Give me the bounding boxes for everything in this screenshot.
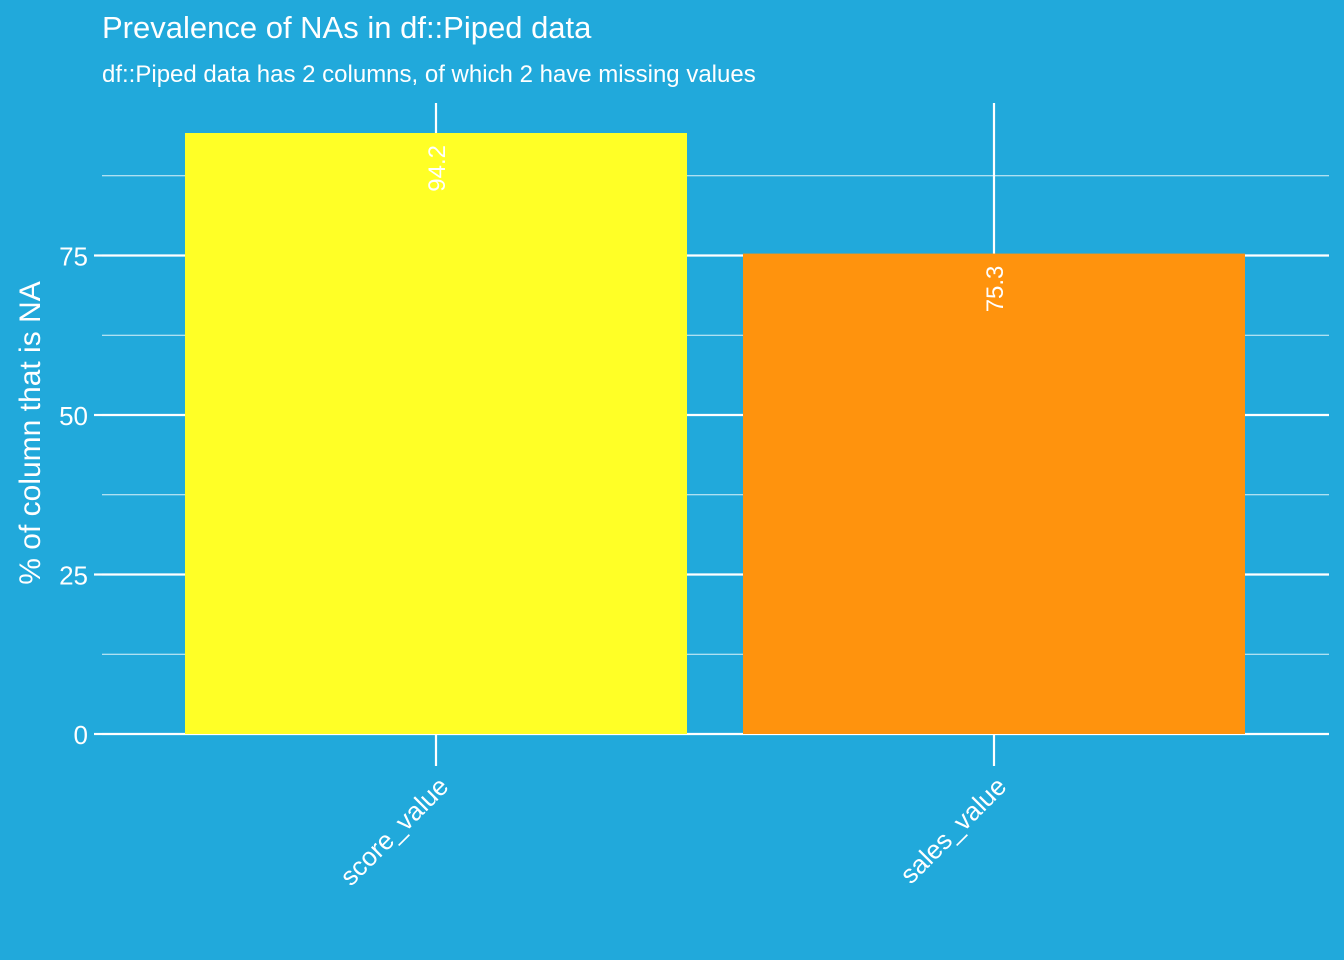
y-axis-label: % of column that is NA — [14, 281, 47, 584]
y-tick-label: 0 — [74, 720, 88, 750]
chart-subtitle: df::Piped data has 2 columns, of which 2… — [102, 61, 756, 88]
bar-layer — [185, 133, 1245, 734]
bar-sales_value — [743, 253, 1245, 734]
chart-title: Prevalence of NAs in df::Piped data — [102, 10, 592, 45]
data-label: 94.2 — [424, 145, 451, 192]
data-label: 75.3 — [982, 266, 1009, 313]
label-layer: 94.2 75.3 — [424, 145, 1009, 312]
y-tick-label: 25 — [59, 561, 88, 591]
bar-score_value — [185, 133, 687, 734]
y-tick-label: 50 — [59, 401, 88, 431]
y-tick-label: 75 — [59, 242, 88, 272]
